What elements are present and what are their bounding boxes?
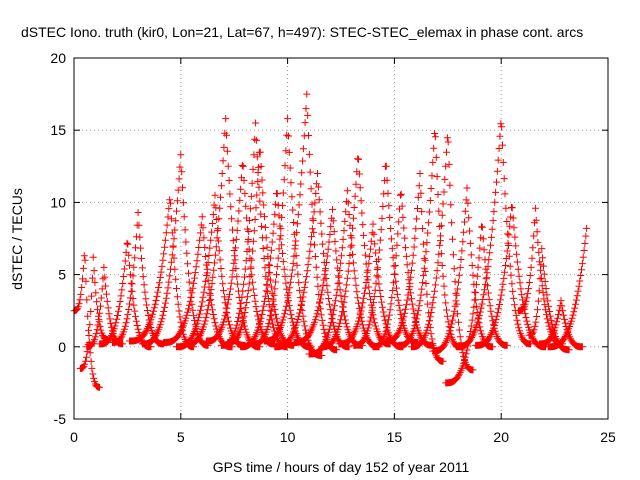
y-tick-label: 5 [58,267,66,283]
data-arc [369,190,437,351]
x-tick-label: 20 [493,429,509,445]
data-arc [183,115,264,351]
y-tick-label: 10 [50,194,66,210]
x-tick-label: 15 [387,429,403,445]
data-arc [305,187,383,358]
data-arc [290,206,366,349]
chart-title: dSTEC Iono. truth (kir0, Lon=21, Lat=67,… [21,24,583,40]
data-arc [544,224,591,351]
data-arc [395,130,464,351]
y-tick-label: 20 [50,50,66,66]
grid [74,58,608,419]
data-arc [76,253,112,372]
data-arc [108,209,168,348]
x-tick-label: 0 [70,429,78,445]
y-tick-label: 15 [50,122,66,138]
data-points [70,90,591,391]
y-tick-label: 0 [58,339,66,355]
y-axis-label: dSTEC / TECUs [9,188,25,290]
y-tick-label: -5 [54,411,67,427]
data-arc [173,191,249,351]
x-axis-label: GPS time / hours of day 152 of year 2011 [213,459,470,475]
x-tick-label: 5 [177,429,185,445]
x-tick-label: 10 [280,429,296,445]
data-arc [138,151,212,349]
plot-frame [73,57,609,420]
data-arc [452,120,535,351]
data-arc [408,134,477,374]
x-tick-label: 25 [600,429,616,445]
